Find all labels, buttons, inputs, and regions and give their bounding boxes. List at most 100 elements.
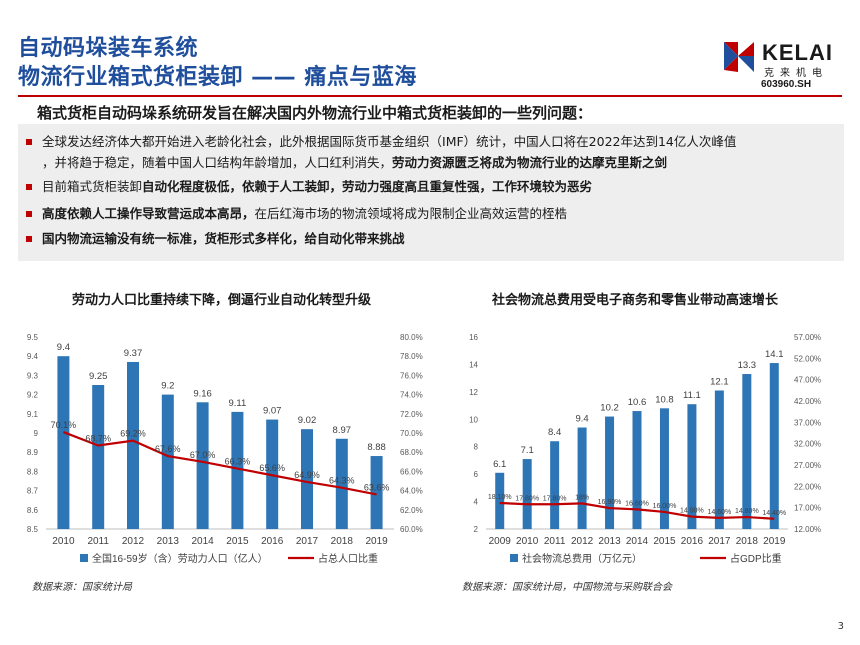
y-left-tick-label: 9 bbox=[34, 429, 39, 438]
kelai-logo: KELAI 克来机电 bbox=[722, 40, 842, 95]
chart-bar bbox=[92, 385, 105, 529]
y-right-tick-label: 17.00% bbox=[794, 504, 821, 513]
chart-bar bbox=[659, 408, 669, 529]
bullet-3-text-c: 在后红海市场的物流领域将成为限制企业高效运营的桎梏 bbox=[254, 206, 568, 221]
bar-value-label: 9.4 bbox=[575, 414, 588, 425]
kelai-logo-icon bbox=[724, 42, 754, 72]
line-value-label: 16.90% bbox=[598, 499, 622, 506]
line-value-label: 14.60% bbox=[707, 509, 731, 516]
chart-bar bbox=[231, 411, 244, 529]
y-left-tick-label: 14 bbox=[469, 360, 478, 369]
chart-2-title: 社会物流总费用受电子商务和零售业带动高速增长 bbox=[492, 293, 779, 308]
bar-value-label: 9.02 bbox=[298, 415, 317, 426]
legend-bar-label: 社会物流总费用（万亿元） bbox=[522, 552, 642, 565]
pain-points-box: 全球发达经济体大都开始进入老龄化社会，此外根据国际货币基金组织（IMF）统计，中… bbox=[18, 124, 844, 261]
y-left-tick-label: 6 bbox=[474, 470, 479, 479]
chart-bar bbox=[301, 429, 313, 529]
y-right-tick-label: 64.0% bbox=[400, 487, 423, 496]
x-tick-label: 2013 bbox=[157, 536, 180, 547]
y-left-tick-label: 8.7 bbox=[27, 487, 39, 496]
line-value-label: 66.3% bbox=[225, 457, 251, 467]
bar-value-label: 9.07 bbox=[263, 406, 282, 417]
y-left-tick-label: 9.5 bbox=[27, 333, 39, 342]
legend-line-label: 占总人口比重 bbox=[318, 552, 378, 565]
x-tick-label: 2009 bbox=[489, 536, 512, 547]
chart-bar bbox=[57, 356, 70, 529]
chart-bar bbox=[605, 416, 615, 529]
bar-value-label: 10.8 bbox=[655, 394, 674, 405]
x-tick-label: 2014 bbox=[626, 536, 649, 547]
line-value-label: 14.80% bbox=[735, 508, 759, 515]
y-right-tick-label: 74.0% bbox=[400, 391, 423, 400]
y-right-tick-label: 62.0% bbox=[400, 506, 423, 515]
y-right-tick-label: 60.0% bbox=[400, 525, 423, 534]
line-value-label: 67.6% bbox=[155, 444, 181, 454]
bar-value-label: 9.2 bbox=[161, 381, 174, 392]
chart-bar bbox=[714, 390, 724, 529]
line-value-label: 16.60% bbox=[625, 500, 649, 507]
chart-bar bbox=[370, 456, 383, 529]
chart-bar bbox=[577, 427, 587, 529]
x-tick-label: 2010 bbox=[516, 536, 539, 547]
y-left-tick-label: 9.1 bbox=[27, 410, 39, 419]
chart-bar bbox=[687, 404, 697, 529]
y-right-tick-label: 52.00% bbox=[794, 354, 821, 363]
line-value-label: 64.3% bbox=[329, 476, 355, 486]
chart-2-source: 数据来源：国家统计局，中国物流与采购联合会 bbox=[462, 582, 672, 593]
y-left-tick-label: 8.8 bbox=[27, 467, 39, 476]
chart-bar bbox=[127, 361, 139, 529]
chart-bar bbox=[335, 438, 348, 529]
x-tick-label: 2015 bbox=[653, 536, 676, 547]
ratio-line bbox=[499, 501, 775, 520]
line-value-label: 18.10% bbox=[488, 494, 512, 501]
x-tick-label: 2015 bbox=[226, 536, 249, 547]
slide-title-line1: 自动码垛装车系统 bbox=[18, 36, 199, 61]
page-number: 3 bbox=[837, 621, 844, 632]
y-right-tick-label: 68.0% bbox=[400, 448, 423, 457]
y-right-tick-label: 76.0% bbox=[400, 371, 423, 380]
y-left-tick-label: 16 bbox=[469, 333, 478, 342]
bar-value-label: 9.4 bbox=[57, 342, 70, 353]
bullet-marker bbox=[26, 139, 32, 145]
y-right-tick-label: 37.00% bbox=[794, 418, 821, 427]
bar-value-label: 8.4 bbox=[548, 427, 561, 438]
chart-1-source: 数据来源：国家统计局 bbox=[32, 582, 132, 593]
y-left-tick-label: 9.3 bbox=[27, 371, 39, 380]
slide-title-line2: 物流行业箱式货柜装卸 —— 痛点与蓝海 bbox=[18, 65, 417, 90]
labor-chart: 8.5 8.6 8.7 8.8 8.9 9 9.1 9.2 9.3 9.4 9.5 60.0% 62.0… bbox=[27, 333, 423, 565]
line-value-label: 64.9% bbox=[294, 470, 320, 480]
y-right-tick-label: 32.00% bbox=[794, 440, 821, 449]
x-tick-label: 2016 bbox=[261, 536, 284, 547]
x-tick-label: 2016 bbox=[681, 536, 704, 547]
bullet-3-text-a: 高度依赖人工操作导致营运成本高昂， bbox=[42, 206, 255, 221]
line-value-label: 69.2% bbox=[120, 429, 146, 439]
bullet-1-line1: 全球发达经济体大都开始进入老龄化社会，此外根据国际货币基金组织（IMF）统计，中… bbox=[42, 134, 737, 149]
stock-ticker: 603960.SH bbox=[761, 79, 812, 90]
y-right-tick-label: 47.00% bbox=[794, 376, 821, 385]
y-left-tick-label: 9.2 bbox=[27, 391, 39, 400]
x-tick-label: 2013 bbox=[598, 536, 621, 547]
x-tick-label: 2010 bbox=[52, 536, 75, 547]
x-tick-label: 2011 bbox=[544, 536, 566, 547]
bullet-1-line2: ，并将趋于稳定，随着中国人口结构年龄增加，人口红利消失，劳动力资源匮乏将成为物流… bbox=[42, 155, 668, 170]
y-left-tick-label: 9.4 bbox=[27, 352, 39, 361]
line-value-label: 17.80% bbox=[515, 495, 539, 502]
chart-bar bbox=[161, 394, 174, 529]
bar-value-label: 13.3 bbox=[738, 360, 757, 371]
legend-bar-swatch bbox=[80, 554, 88, 562]
bar-value-label: 14.1 bbox=[765, 349, 784, 360]
bar-value-label: 12.1 bbox=[710, 376, 729, 387]
chart-1-title: 劳动力人口比重持续下降，倒逼行业自动化转型升级 bbox=[72, 293, 372, 308]
legend-bar-swatch bbox=[510, 554, 518, 562]
line-value-label: 14.40% bbox=[762, 510, 786, 517]
chart-bar bbox=[495, 472, 505, 529]
bar-value-label: 8.88 bbox=[367, 442, 386, 453]
line-value-label: 18% bbox=[575, 494, 589, 501]
bar-value-label: 7.1 bbox=[521, 445, 534, 456]
bar-value-label: 10.6 bbox=[628, 397, 647, 408]
bar-value-label: 6.1 bbox=[493, 459, 506, 470]
line-value-label: 14.90% bbox=[680, 508, 704, 515]
bar-value-label: 11.1 bbox=[683, 390, 701, 401]
line-value-label: 65.6% bbox=[259, 463, 285, 473]
bullet-4-text: 国内物流运输没有统一标准，货柜形式多样化，给自动化带来挑战 bbox=[42, 231, 405, 246]
